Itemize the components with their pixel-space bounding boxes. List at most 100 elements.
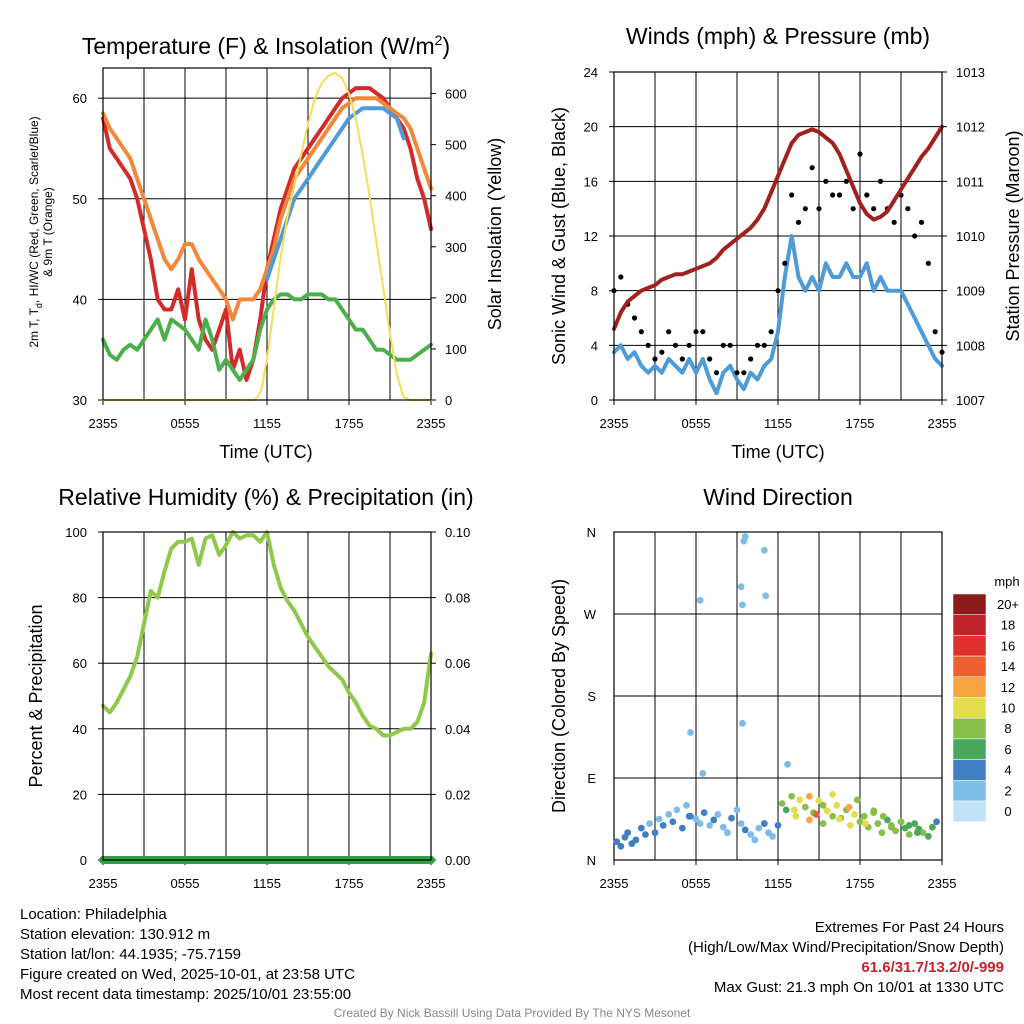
wind-direction-point <box>696 820 704 827</box>
recent-text: Most recent data timestamp: 2025/10/01 2… <box>20 986 352 1003</box>
wind-direction-point <box>669 818 677 826</box>
wind-direction-point <box>714 811 722 818</box>
gust-point <box>700 329 706 335</box>
wind-direction-point <box>683 801 690 809</box>
wind-direction-point <box>719 823 727 831</box>
humidity-plot: 2355 0555 1155 1755 23550204060801000.000.02… <box>65 525 470 891</box>
legend-swatch <box>952 780 987 802</box>
gust-point <box>871 206 877 212</box>
gust-point <box>877 178 884 184</box>
wind-direction-point <box>769 832 776 840</box>
wind-direction-point <box>739 601 746 609</box>
y-tick-label: 0 <box>80 853 87 868</box>
wind-direction-point <box>870 807 878 815</box>
wind-direction-ylabel: Direction (Colored By Speed) <box>549 579 569 813</box>
wind-direction-point <box>862 820 869 827</box>
legend-label: 20+ <box>997 597 1019 612</box>
plot-frame <box>102 531 432 861</box>
legend-label: 12 <box>1001 680 1015 695</box>
wind-direction-point <box>733 806 741 814</box>
svg-text:& 9m T (Orange): & 9m T (Orange) <box>41 187 55 277</box>
legend-label: 8 <box>1004 721 1011 736</box>
temperature-plot: 2355 0555 1155 1755 235530405060010020030040… <box>73 67 467 431</box>
wind-direction-point <box>806 792 813 800</box>
wind-direction-point <box>897 818 905 826</box>
wind-direction-point <box>878 829 886 837</box>
wind-direction-point <box>792 812 800 820</box>
plot-frame <box>102 67 432 401</box>
wind-direction-point <box>613 838 621 846</box>
gust-point <box>707 356 713 362</box>
wind-direction-point <box>911 820 919 827</box>
credit-text: Created By Nick Bassill Using Data Provi… <box>333 1006 691 1020</box>
x-tick-label: 1755 <box>846 876 875 891</box>
y-right-tick-label: 0.06 <box>445 656 470 671</box>
wind-direction-point <box>796 796 804 804</box>
gust-point <box>775 288 781 294</box>
x-tick-label: 1155 <box>764 876 792 891</box>
wind-direction-point <box>692 815 700 823</box>
extremes-desc: (High/Low/Max Wind/Precipitation/Snow De… <box>688 939 1004 956</box>
y-right-tick-label: 600 <box>445 87 467 102</box>
gust-point <box>830 192 836 198</box>
wind-direction-point <box>924 832 932 840</box>
latlon-text: Station lat/lon: 44.1935; -75.7159 <box>20 946 242 963</box>
gust-point <box>932 329 938 335</box>
wind-direction-point <box>874 820 882 827</box>
y-right-tick-label: 0.02 <box>445 787 470 802</box>
y-right-tick-label: 0.04 <box>445 722 470 737</box>
y-tick-label: 16 <box>584 174 598 189</box>
y-right-tick-label: 0.10 <box>445 525 470 540</box>
wind-direction-panel: Wind Direction Direction (Colored By Spe… <box>549 484 1020 813</box>
y-right-tick-label: 1011 <box>956 174 984 189</box>
legend-label: 18 <box>1001 618 1015 633</box>
wind-direction-point <box>851 811 858 818</box>
wind-direction-point <box>678 824 686 832</box>
wind-direction-point <box>933 818 940 826</box>
legend-label: 10 <box>1001 701 1015 716</box>
gust-point <box>782 260 788 266</box>
wind-direction-point <box>710 816 718 824</box>
legend-swatch <box>952 738 987 760</box>
humidity-ylabel-left: Percent & Precipitation <box>26 604 46 787</box>
winds-panel: Winds (mph) & Pressure (mb) Time (UTC) S… <box>549 23 1023 462</box>
wind-direction-point <box>642 831 649 838</box>
wind-direction-points <box>613 533 940 850</box>
wind-direction-point <box>914 829 921 837</box>
y-tick-label: 20 <box>584 120 598 135</box>
legend-swatch <box>952 717 987 740</box>
wind-direction-point <box>836 815 843 823</box>
wind-direction-point <box>699 770 707 777</box>
gust-point <box>618 274 624 280</box>
x-tick-label: 1755 <box>846 416 875 431</box>
gust-point <box>720 342 726 348</box>
gust-point <box>672 342 679 348</box>
wind-direction-point <box>700 809 708 817</box>
y-right-tick-label: 200 <box>445 291 467 306</box>
legend-label: 2 <box>1004 783 1011 798</box>
gust-point <box>864 192 870 198</box>
gust-point <box>768 329 774 335</box>
legend-label: 4 <box>1004 763 1011 778</box>
wind-direction-point <box>706 821 714 829</box>
wind-direction-point <box>815 797 823 805</box>
x-tick-label: 2355 <box>928 416 957 431</box>
wind-direction-point <box>919 829 927 837</box>
y-tick-label: 20 <box>73 787 87 802</box>
wind-direction-point <box>751 836 759 844</box>
legend-title: mph <box>994 574 1019 589</box>
wind-direction-point <box>791 806 798 814</box>
gust-point <box>836 192 843 198</box>
winds-ylabel-left: Sonic Wind & Gust (Blue, Black) <box>549 107 569 365</box>
x-tick-label: 2355 <box>89 416 118 431</box>
y-right-tick-label: 1010 <box>956 229 985 244</box>
wind-direction-point <box>687 729 694 736</box>
wind-direction-point <box>788 792 796 800</box>
wind-direction-point <box>929 823 936 831</box>
humidity-title: Relative Humidity (%) & Precipitation (i… <box>58 484 473 510</box>
wind-direction-point <box>847 821 854 829</box>
y-tick-label: 60 <box>73 91 87 106</box>
gust-point <box>754 342 761 348</box>
y-right-tick-label: 1013 <box>956 65 985 80</box>
wind-direction-point <box>806 816 813 824</box>
